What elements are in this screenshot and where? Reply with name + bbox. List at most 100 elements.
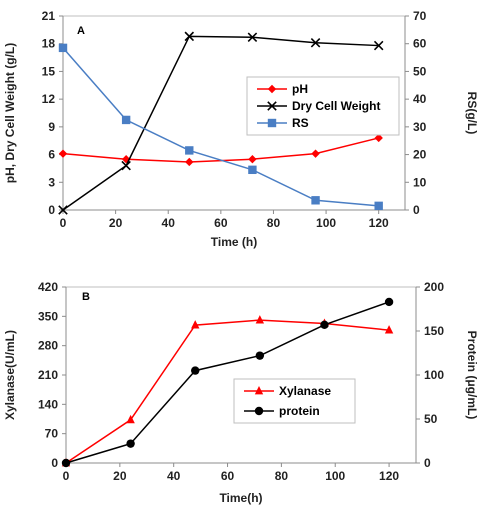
x-axis-title: Time(h) [219, 491, 262, 505]
y-left-tick-label: 21 [42, 9, 56, 23]
y-left-tick-label: 9 [48, 120, 55, 134]
data-point-marker [121, 160, 131, 171]
y-right-tick-label: 50 [413, 64, 427, 78]
chart-panel-b: 0 20 40 60 80 100 120 0 70 140 210 280 350 420 0 50 100 1… [3, 280, 479, 505]
data-point-marker [58, 205, 68, 215]
y-axis-right-title: RS(g/L) [465, 92, 479, 135]
legend-swatch-marker [254, 386, 264, 395]
data-point-marker [191, 366, 200, 375]
x-tick-label: 100 [316, 216, 336, 230]
legend-item: Dry Cell Weight [257, 99, 380, 113]
y-right-tick-label: 10 [413, 175, 427, 189]
x-tick-label: 100 [325, 469, 345, 483]
series-protein [61, 297, 394, 468]
y-axis-left-title: pH, Dry Cell Weight (g/L) [3, 43, 17, 183]
data-point-marker [310, 38, 321, 48]
y-left-tick-label: 18 [42, 37, 56, 51]
y-right-tick-label: 0 [424, 456, 431, 470]
data-point-marker [126, 439, 135, 448]
legend-label: Xylanase [279, 384, 331, 398]
legend-item: RS [257, 116, 309, 130]
legend-item: protein [244, 404, 320, 418]
legend-swatch-marker [267, 101, 277, 111]
x-tick-label: 40 [167, 469, 181, 483]
y-right-tick-label: 70 [413, 9, 427, 23]
legend-item: pH [257, 82, 308, 96]
legend: pH Dry Cell Weight RS [246, 76, 400, 136]
data-point-marker [121, 115, 131, 125]
data-point-marker [320, 320, 329, 330]
x-tick-label: 60 [214, 216, 228, 230]
data-point-marker [255, 351, 265, 360]
chart-panel-a: 0 20 40 60 80 100 120 0 3 6 9 12 15 18 21 0 10 20 30 40 50 60… [3, 9, 479, 249]
data-point-marker [61, 458, 71, 468]
data-point-marker [184, 31, 195, 42]
y-right-tick-label: 20 [413, 148, 427, 162]
data-point-marker [248, 165, 257, 175]
legend: Xylanase protein [233, 378, 356, 424]
y-axis-left-title: Xylanase(U/mL) [3, 330, 17, 420]
y-left-tick-label: 210 [38, 368, 58, 382]
y-right-tick-label: 150 [424, 324, 444, 338]
y-right-tick-label: 50 [424, 412, 438, 426]
y-left-tick-label: 0 [51, 456, 58, 470]
x-tick-label: 40 [162, 216, 176, 230]
data-point-marker [373, 40, 384, 51]
data-point-marker [58, 43, 68, 53]
panel-label: B [82, 291, 90, 303]
x-tick-label: 0 [60, 216, 67, 230]
legend-swatch-marker [267, 118, 277, 128]
y-left-tick-label: 140 [38, 397, 58, 411]
legend-item: Xylanase [244, 384, 331, 398]
data-point-marker [191, 320, 200, 329]
data-point-marker [185, 146, 194, 155]
data-point-marker [374, 201, 383, 211]
series-dry-cell-weight [58, 31, 384, 215]
legend-label: protein [279, 404, 320, 418]
series-line [65, 301, 390, 464]
data-point-marker [311, 196, 320, 205]
y-left-tick-label: 12 [42, 92, 56, 106]
x-tick-label: 0 [63, 469, 70, 483]
y-left-tick-label: 280 [38, 339, 58, 353]
series-line [62, 35, 379, 211]
y-right-tick-label: 40 [413, 92, 427, 106]
y-right-tick-label: 100 [424, 368, 444, 382]
data-point-marker [384, 297, 394, 307]
y-right-tick-label: 30 [413, 120, 427, 134]
y-left-tick-label: 15 [42, 64, 56, 78]
panel-label: A [77, 25, 85, 37]
y-left-tick-label: 0 [48, 203, 55, 217]
y-left-tick-label: 420 [38, 280, 58, 294]
y-left-tick-label: 3 [48, 175, 55, 189]
series-ph [58, 133, 383, 167]
series-line [65, 319, 390, 464]
y-right-tick-label: 60 [413, 37, 427, 51]
data-point-marker [248, 154, 257, 164]
x-tick-label: 120 [369, 216, 389, 230]
y-left-tick-label: 350 [38, 309, 58, 323]
series-line [62, 137, 379, 163]
data-point-marker [58, 149, 68, 158]
data-point-marker [126, 414, 135, 424]
x-tick-label: 80 [267, 216, 281, 230]
x-axis-title: Time (h) [211, 235, 257, 249]
data-point-marker [374, 133, 383, 143]
x-tick-label: 80 [275, 469, 289, 483]
y-left-tick-label: 70 [45, 427, 59, 441]
series-rs [58, 43, 383, 211]
data-point-marker [311, 149, 320, 158]
data-point-marker [247, 32, 258, 43]
legend-swatch-marker [267, 84, 277, 94]
y-right-tick-label: 0 [413, 203, 420, 217]
legend-box [233, 378, 356, 424]
series-line [62, 47, 379, 207]
data-point-marker [384, 325, 394, 334]
x-tick-label: 120 [379, 469, 399, 483]
x-tick-label: 20 [109, 216, 123, 230]
data-point-marker [255, 315, 265, 324]
y-right-tick-label: 200 [424, 280, 444, 294]
legend-label: Dry Cell Weight [292, 99, 380, 113]
x-tick-label: 60 [221, 469, 235, 483]
